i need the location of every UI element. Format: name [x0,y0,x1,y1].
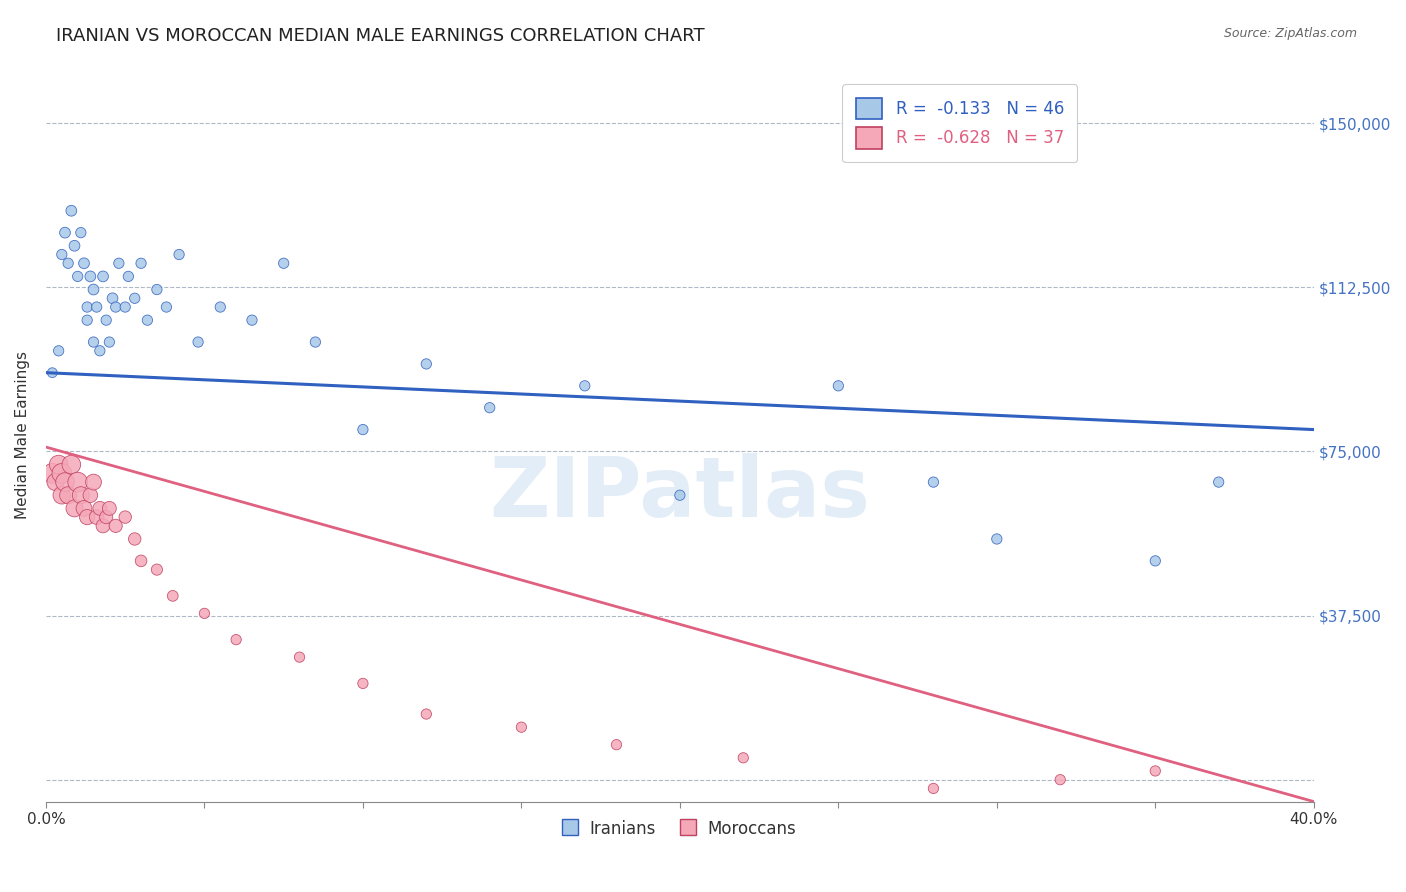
Point [89,501,111,516]
Point [1208,475,1230,489]
Point [187,334,209,349]
Point [51,488,73,502]
Point [1049,772,1071,787]
Point [63,501,86,516]
Point [51,247,73,261]
Point [155,300,177,314]
Point [48,458,70,472]
Point [89,343,111,358]
Point [98,501,121,516]
Point [83,475,105,489]
Point [117,269,139,284]
Point [146,283,169,297]
Point [922,781,945,796]
Point [352,423,374,437]
Point [98,334,121,349]
Point [273,256,295,270]
Point [48,343,70,358]
Point [73,501,96,516]
Point [986,532,1008,546]
Point [167,247,190,261]
Point [510,720,533,734]
Point [352,676,374,690]
Point [1144,554,1167,568]
Point [60,203,83,218]
Point [240,313,263,327]
Point [225,632,247,647]
Point [129,256,152,270]
Point [96,313,118,327]
Point [41,366,63,380]
Point [101,291,124,305]
Point [69,226,91,240]
Point [733,751,755,765]
Point [288,650,311,665]
Point [209,300,232,314]
Y-axis label: Median Male Earnings: Median Male Earnings [15,351,30,519]
Legend: Iranians, Moroccans: Iranians, Moroccans [557,813,803,845]
Point [114,510,136,524]
Point [304,334,326,349]
Point [193,607,215,621]
Point [83,283,105,297]
Point [79,488,101,502]
Point [104,300,127,314]
Point [76,313,98,327]
Point [44,475,66,489]
Point [73,256,96,270]
Point [53,475,76,489]
Point [41,467,63,481]
Point [146,563,169,577]
Point [76,300,98,314]
Point [66,475,89,489]
Point [415,357,437,371]
Point [76,510,98,524]
Point [66,269,89,284]
Point [69,488,91,502]
Point [827,379,849,393]
Point [91,519,114,533]
Point [53,226,76,240]
Point [51,467,73,481]
Point [669,488,692,502]
Point [56,256,79,270]
Point [63,239,86,253]
Point [605,738,627,752]
Point [478,401,501,415]
Point [574,379,596,393]
Point [124,532,146,546]
Point [136,313,159,327]
Point [108,256,131,270]
Point [415,706,437,721]
Point [162,589,184,603]
Point [124,291,146,305]
Point [1144,764,1167,778]
Point [129,554,152,568]
Point [60,458,83,472]
Text: ZIPatlas: ZIPatlas [489,453,870,534]
Point [96,510,118,524]
Point [104,519,127,533]
Point [86,300,108,314]
Point [91,269,114,284]
Point [79,269,101,284]
Text: IRANIAN VS MOROCCAN MEDIAN MALE EARNINGS CORRELATION CHART: IRANIAN VS MOROCCAN MEDIAN MALE EARNINGS… [56,27,704,45]
Point [114,300,136,314]
Point [56,488,79,502]
Text: Source: ZipAtlas.com: Source: ZipAtlas.com [1223,27,1357,40]
Point [86,510,108,524]
Point [83,334,105,349]
Point [922,475,945,489]
